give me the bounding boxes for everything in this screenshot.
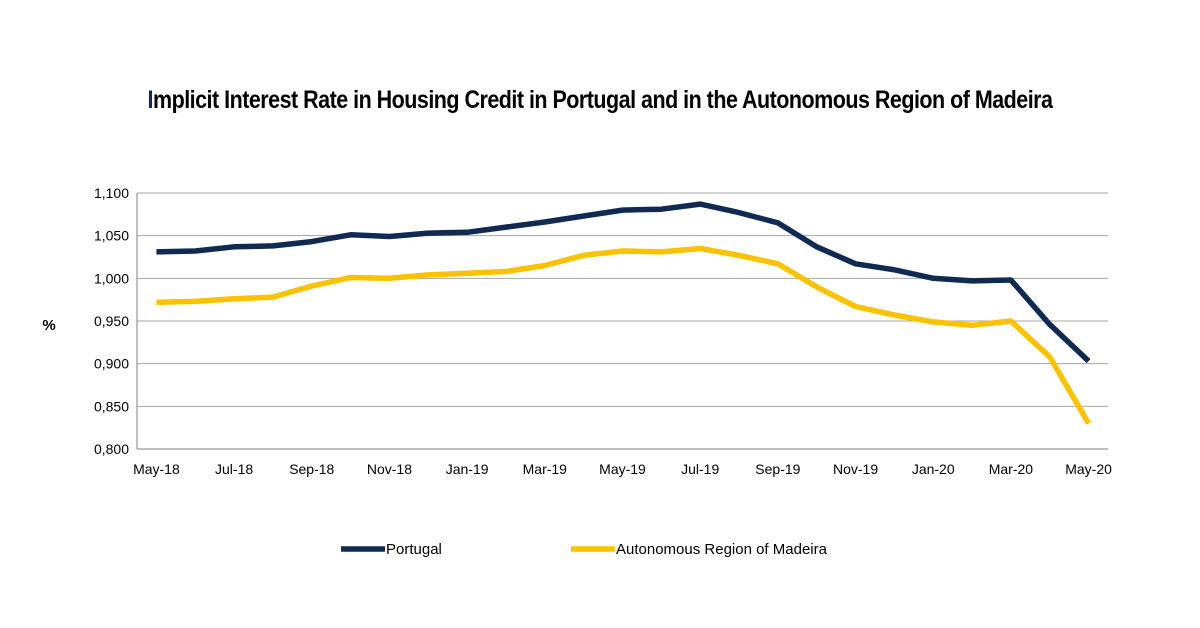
y-tick-label: 1,050 bbox=[94, 228, 129, 244]
gridlines bbox=[137, 192, 1108, 450]
x-tick-label: Sep-19 bbox=[755, 461, 800, 477]
series-line-portugal bbox=[156, 201, 1091, 364]
x-tick-label: Nov-18 bbox=[367, 461, 412, 477]
x-tick-label: Nov-19 bbox=[833, 461, 878, 477]
chart-title-text: mplicit Interest Rate in Housing Credit … bbox=[152, 86, 1053, 114]
x-tick-label: Sep-18 bbox=[289, 461, 334, 477]
legend: Portugal Autonomous Region of Madeira bbox=[341, 541, 828, 558]
y-tick-label: 0,950 bbox=[94, 313, 129, 329]
y-axis-label: % bbox=[42, 317, 55, 334]
y-tick-label: 0,800 bbox=[94, 441, 129, 457]
legend-label: Portugal bbox=[386, 541, 442, 558]
series-line-madeira bbox=[156, 245, 1091, 425]
series-lines bbox=[156, 201, 1091, 425]
x-tick-label: May-20 bbox=[1065, 461, 1112, 477]
y-tick-label: 0,900 bbox=[94, 356, 129, 372]
x-tick-label: Jul-19 bbox=[681, 461, 719, 477]
legend-label: Autonomous Region of Madeira bbox=[616, 541, 828, 558]
x-tick-label: Jul-18 bbox=[215, 461, 253, 477]
y-tick-label: 1,000 bbox=[94, 270, 129, 286]
x-tick-label: Mar-20 bbox=[989, 461, 1034, 477]
x-tick-label: Mar-19 bbox=[523, 461, 568, 477]
x-tick-label: May-18 bbox=[133, 461, 180, 477]
chart-title: Implicit Interest Rate in Housing Credit… bbox=[84, 86, 1116, 115]
x-tick-label: Jan-20 bbox=[912, 461, 955, 477]
axes: 0,800 0,850 0,900 0,950 1,000 1,050 1,100 May-1… bbox=[94, 185, 1112, 477]
chart-title-initial: I bbox=[147, 86, 154, 114]
x-tick-label: Jan-19 bbox=[446, 461, 489, 477]
x-tick-label: May-19 bbox=[599, 461, 646, 477]
y-tick-label: 1,100 bbox=[94, 185, 129, 201]
y-tick-label: 0,850 bbox=[94, 398, 129, 414]
